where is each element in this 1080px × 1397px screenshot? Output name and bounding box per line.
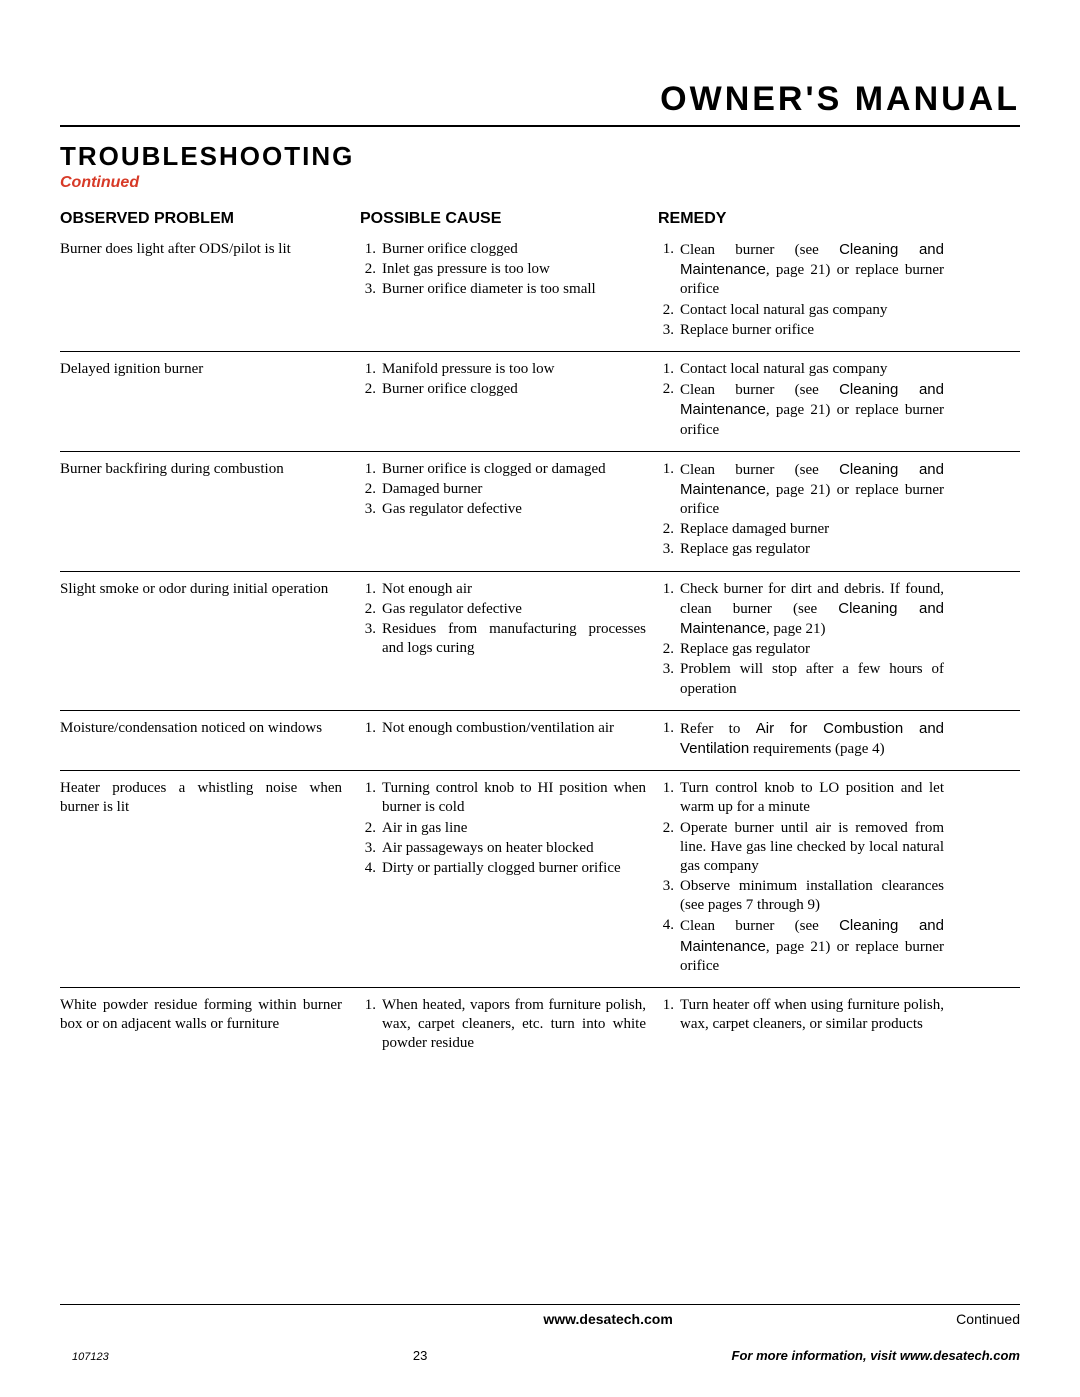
- remedy-item: 1.Clean burner (see Cleaning and Mainten…: [658, 240, 944, 301]
- remedy-cell: 1.Turn heater off when using furniture p…: [658, 996, 956, 1035]
- cause-item: 1.Burner orifice clogged: [360, 240, 646, 260]
- header-title: OWNER'S MANUAL: [60, 80, 1020, 125]
- cause-item: 1.Not enough air: [360, 580, 646, 600]
- remedy-item: 2.Operate burner until air is removed fr…: [658, 819, 944, 878]
- cross-reference: Cleaning and Maintenance: [680, 600, 944, 637]
- remedy-item: 1.Clean burner (see Cleaning and Mainten…: [658, 460, 944, 521]
- remedy-item: 2.Replace gas regulator: [658, 640, 944, 660]
- section-continued-label: Continued: [60, 174, 1020, 192]
- cause-item: 2.Damaged burner: [360, 480, 646, 500]
- footer-page-number: 23: [413, 1348, 427, 1363]
- observed-problem-cell: Heater produces a whistling noise when b…: [60, 779, 360, 817]
- cross-reference: Cleaning and Maintenance: [680, 461, 944, 498]
- col-header-observed-problem: OBSERVED PROBLEM: [60, 210, 360, 228]
- possible-cause-cell: 1.When heated, vapors from furniture pol…: [360, 996, 658, 1055]
- observed-problem-cell: Burner does light after ODS/pilot is lit: [60, 240, 360, 259]
- column-headers-row: OBSERVED PROBLEM POSSIBLE CAUSE REMEDY: [60, 210, 1020, 232]
- remedy-cell: 1.Clean burner (see Cleaning and Mainten…: [658, 460, 956, 561]
- cause-item: 2.Inlet gas pressure is too low: [360, 260, 646, 280]
- footer-doc-number: 107123: [72, 1351, 109, 1363]
- footer-lower: 107123 23 For more information, visit ww…: [72, 1348, 1020, 1363]
- cross-reference: Cleaning and Maintenance: [680, 241, 944, 278]
- footer-continued: Continued: [956, 1311, 1020, 1327]
- remedy-item: 3.Problem will stop after a few hours of…: [658, 660, 944, 699]
- table-row: White powder residue forming within burn…: [60, 988, 1020, 1065]
- possible-cause-cell: 1.Not enough air2.Gas regulator defectiv…: [360, 580, 658, 660]
- header-rule: [60, 125, 1020, 127]
- remedy-item: 1.Check burner for dirt and debris. If f…: [658, 580, 944, 641]
- cross-reference: Cleaning and Maintenance: [680, 917, 944, 954]
- cause-item: 1.When heated, vapors from furniture pol…: [360, 996, 646, 1055]
- observed-problem-cell: Delayed ignition burner: [60, 360, 360, 379]
- table-row: Burner does light after ODS/pilot is lit…: [60, 232, 1020, 352]
- remedy-cell: 1.Contact local natural gas company2.Cle…: [658, 360, 956, 441]
- remedy-cell: 1.Refer to Air for Combustion and Ventil…: [658, 719, 956, 760]
- cause-item: 3.Burner orifice diameter is too small: [360, 280, 646, 300]
- cause-item: 1.Burner orifice is clogged or damaged: [360, 460, 646, 480]
- observed-problem-cell: Burner backfiring during combustion: [60, 460, 360, 479]
- remedy-item: 1.Refer to Air for Combustion and Ventil…: [658, 719, 944, 760]
- remedy-item: 3.Observe minimum installation clearance…: [658, 877, 944, 916]
- cause-item: 3.Residues from manufacturing processes …: [360, 620, 646, 659]
- section-heading: TROUBLESHOOTING: [60, 141, 1020, 172]
- cause-item: 3.Gas regulator defective: [360, 500, 646, 520]
- footer-upper: www.desatech.com Continued: [60, 1304, 1020, 1327]
- cause-item: 3.Air passageways on heater blocked: [360, 839, 646, 859]
- possible-cause-cell: 1.Burner orifice clogged2.Inlet gas pres…: [360, 240, 658, 301]
- remedy-item: 1.Turn heater off when using furniture p…: [658, 996, 944, 1035]
- col-header-remedy: REMEDY: [658, 210, 956, 228]
- cross-reference: Air for Combustion and Ventilation: [680, 720, 944, 757]
- footer-more-info: For more information, visit www.desatech…: [732, 1348, 1020, 1363]
- cause-item: 1.Turning control knob to HI position wh…: [360, 779, 646, 818]
- table-row: Slight smoke or odor during initial oper…: [60, 572, 1020, 711]
- possible-cause-cell: 1.Manifold pressure is too low2.Burner o…: [360, 360, 658, 400]
- possible-cause-cell: 1.Not enough combustion/ventilation air: [360, 719, 658, 739]
- cause-item: 2.Gas regulator defective: [360, 600, 646, 620]
- observed-problem-cell: Moisture/condensation noticed on windows: [60, 719, 360, 738]
- footer-url: www.desatech.com: [543, 1311, 672, 1327]
- cause-item: 2.Burner orifice clogged: [360, 380, 646, 400]
- possible-cause-cell: 1.Turning control knob to HI position wh…: [360, 779, 658, 879]
- troubleshooting-table: OBSERVED PROBLEM POSSIBLE CAUSE REMEDY B…: [60, 210, 1020, 1065]
- remedy-item: 3.Replace gas regulator: [658, 540, 944, 560]
- cause-item: 1.Not enough combustion/ventilation air: [360, 719, 646, 739]
- table-body: Burner does light after ODS/pilot is lit…: [60, 232, 1020, 1065]
- remedy-item: 2.Contact local natural gas company: [658, 301, 944, 321]
- observed-problem-cell: Slight smoke or odor during initial oper…: [60, 580, 360, 599]
- observed-problem-cell: White powder residue forming within burn…: [60, 996, 360, 1034]
- remedy-item: 3.Replace burner orifice: [658, 321, 944, 341]
- col-header-possible-cause: POSSIBLE CAUSE: [360, 210, 658, 228]
- cause-item: 2.Air in gas line: [360, 819, 646, 839]
- table-row: Heater produces a whistling noise when b…: [60, 771, 1020, 988]
- table-row: Delayed ignition burner1.Manifold pressu…: [60, 352, 1020, 452]
- possible-cause-cell: 1.Burner orifice is clogged or damaged2.…: [360, 460, 658, 521]
- remedy-cell: 1.Check burner for dirt and debris. If f…: [658, 580, 956, 700]
- remedy-item: 1.Turn control knob to LO position and l…: [658, 779, 944, 818]
- table-row: Burner backfiring during combustion1.Bur…: [60, 452, 1020, 572]
- remedy-item: 2.Replace damaged burner: [658, 520, 944, 540]
- cause-item: 4.Dirty or partially clogged burner orif…: [360, 859, 646, 879]
- remedy-item: 2.Clean burner (see Cleaning and Mainten…: [658, 380, 944, 441]
- page: OWNER'S MANUAL TROUBLESHOOTING Continued…: [0, 0, 1080, 1397]
- cause-item: 1.Manifold pressure is too low: [360, 360, 646, 380]
- remedy-cell: 1.Clean burner (see Cleaning and Mainten…: [658, 240, 956, 341]
- cross-reference: Cleaning and Maintenance: [680, 381, 944, 418]
- remedy-item: 1.Contact local natural gas company: [658, 360, 944, 380]
- remedy-cell: 1.Turn control knob to LO position and l…: [658, 779, 956, 977]
- table-row: Moisture/condensation noticed on windows…: [60, 711, 1020, 771]
- remedy-item: 4.Clean burner (see Cleaning and Mainten…: [658, 916, 944, 977]
